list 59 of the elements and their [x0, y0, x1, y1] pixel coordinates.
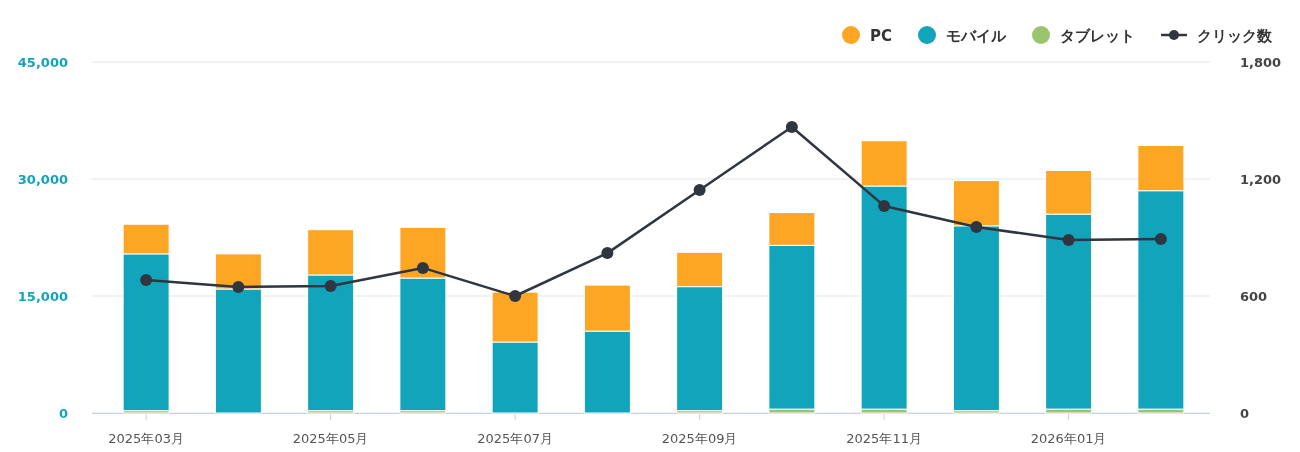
- bar: [1045, 169, 1093, 215]
- bar: [307, 410, 355, 414]
- bar: [399, 410, 447, 414]
- point: [416, 261, 429, 274]
- bar: [676, 286, 724, 412]
- point: [232, 281, 245, 294]
- y2-tick-label: 0: [1240, 406, 1250, 421]
- bar: [1137, 144, 1185, 192]
- legend-label: クリック数: [1197, 27, 1273, 45]
- y-tick-label: 0: [58, 406, 68, 421]
- legend-label: PC: [869, 27, 892, 45]
- y2-tick-label: 1,800: [1240, 55, 1282, 70]
- legend-label: タブレット: [1060, 27, 1135, 45]
- bar: [860, 140, 908, 187]
- bar: [491, 341, 539, 414]
- bar: [1137, 190, 1185, 410]
- bar: [122, 223, 170, 255]
- x-tick-label: 2025年03月: [108, 431, 184, 446]
- bar: [214, 288, 262, 414]
- bar: [676, 410, 724, 414]
- point: [878, 199, 891, 212]
- point: [601, 247, 614, 260]
- point: [1062, 234, 1075, 247]
- y-tick-label: 30,000: [17, 172, 68, 187]
- bar: [214, 253, 262, 290]
- y-tick-label: 45,000: [17, 55, 68, 70]
- x-tick-label: 2025年09月: [661, 431, 738, 446]
- bar: [676, 251, 724, 288]
- point: [1154, 233, 1167, 246]
- legend-label: モバイル: [946, 27, 1007, 45]
- bar: [491, 291, 539, 343]
- point: [140, 274, 153, 287]
- bar: [1045, 213, 1093, 410]
- point: [693, 183, 706, 196]
- x-tick-label: 2026年01月: [1030, 431, 1107, 446]
- bar: [399, 226, 447, 279]
- point: [509, 290, 522, 302]
- point: [324, 280, 337, 293]
- bar: [768, 244, 816, 410]
- y-tick-label: 15,000: [17, 289, 68, 304]
- point: [970, 220, 983, 233]
- bar: [307, 274, 355, 412]
- bar: [583, 330, 631, 414]
- point: [785, 120, 798, 133]
- bar: [399, 277, 447, 412]
- bar: [860, 185, 908, 410]
- bar: [307, 229, 355, 276]
- bar: [122, 253, 170, 412]
- x-tick-label: 2025年11月: [846, 431, 922, 446]
- bar: [952, 410, 1000, 414]
- y2-tick-label: 600: [1240, 289, 1268, 304]
- bar: [952, 180, 1000, 227]
- x-tick-label: 2025年07月: [477, 431, 553, 446]
- y2-tick-label: 1,200: [1240, 172, 1282, 187]
- x-tick-label: 2025年05月: [292, 431, 369, 446]
- bar: [952, 225, 1000, 412]
- bar: [583, 284, 631, 332]
- bar: [768, 212, 816, 246]
- bar: [122, 410, 170, 414]
